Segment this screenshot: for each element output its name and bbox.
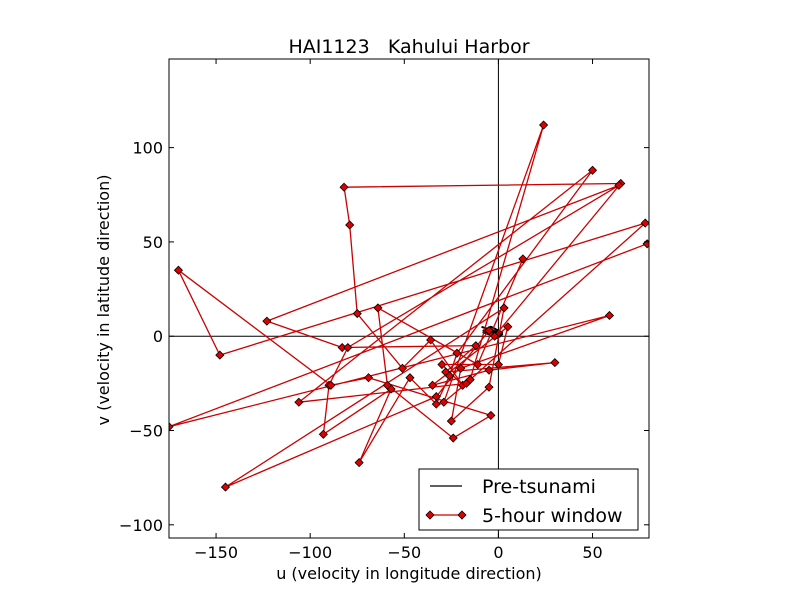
- data-point-5-hour-window: [550, 358, 560, 368]
- legend-marker-5-hour-window: [457, 510, 467, 520]
- data-point-5-hour-window: [326, 380, 336, 390]
- y-tick-label: −50: [129, 422, 163, 441]
- data-point-5-hour-window: [437, 359, 447, 370]
- data-point-5-hour-window: [345, 220, 355, 230]
- data-point-5-hour-window: [490, 331, 500, 341]
- data-point-5-hour-window: [493, 359, 503, 370]
- y-tick-label: −100: [119, 516, 163, 535]
- data-point-5-hour-window: [354, 458, 364, 468]
- data-point-5-hour-window: [518, 254, 528, 264]
- data-point-5-hour-window: [446, 416, 456, 426]
- x-tick-label: 0: [493, 543, 503, 562]
- data-point-5-hour-window: [484, 382, 494, 392]
- x-axis-label: u (velocity in longitude direction): [276, 564, 542, 583]
- data-point-5-hour-window: [503, 322, 513, 332]
- data-layer: [169, 59, 649, 538]
- data-point-5-hour-window: [294, 397, 304, 407]
- x-tick-label: −100: [288, 543, 332, 562]
- data-point-5-hour-window: [614, 180, 624, 190]
- data-point-5-hour-window: [343, 342, 353, 353]
- y-tick-label: 0: [153, 327, 163, 346]
- plot-background: [169, 59, 649, 538]
- data-point-5-hour-window: [471, 341, 481, 351]
- data-point-5-hour-window: [499, 303, 509, 313]
- data-point-5-hour-window: [169, 422, 174, 432]
- data-point-5-hour-window: [452, 348, 462, 358]
- y-tick-label: 50: [143, 233, 163, 252]
- data-point-5-hour-window: [539, 120, 549, 130]
- data-point-5-hour-window: [352, 309, 362, 319]
- chart-title: HAI1123 Kahului Harbor: [288, 36, 529, 58]
- data-point-5-hour-window: [465, 375, 475, 385]
- y-tick-label: 100: [132, 139, 163, 158]
- data-point-5-hour-window: [448, 433, 458, 443]
- data-point-5-hour-window: [456, 363, 466, 373]
- x-tick-label: −150: [194, 543, 238, 562]
- legend-marker-5-hour-window: [425, 510, 435, 520]
- data-point-5-hour-window: [220, 482, 231, 492]
- x-tick-label: 50: [582, 543, 602, 562]
- legend: Pre-tsunami 5-hour window: [418, 468, 639, 531]
- data-point-5-hour-window: [397, 363, 407, 373]
- data-point-5-hour-window: [173, 265, 183, 275]
- data-point-5-hour-window: [473, 359, 483, 370]
- legend-box: [418, 468, 639, 531]
- data-point-5-hour-window: [484, 325, 494, 336]
- plot-frame: [168, 58, 650, 539]
- data-point-5-hour-window: [426, 335, 436, 345]
- data-point-5-hour-window: [373, 303, 383, 313]
- data-point-5-hour-window: [484, 365, 494, 375]
- y-axis-label: v (velocity in latitude direction): [94, 175, 113, 426]
- data-point-5-hour-window: [444, 371, 455, 381]
- data-point-5-hour-window: [215, 350, 225, 360]
- legend-label-pre-tsunami: Pre-tsunami: [482, 476, 596, 498]
- data-point-5-hour-window: [427, 380, 438, 390]
- data-point-5-hour-window: [262, 316, 272, 326]
- data-point-5-hour-window: [431, 399, 441, 409]
- data-point-5-hour-window: [640, 218, 649, 228]
- data-point-5-hour-window: [363, 373, 374, 383]
- legend-label-5-hour-window: 5-hour window: [482, 505, 623, 527]
- data-point-5-hour-window: [339, 182, 349, 192]
- data-point-5-hour-window: [439, 397, 449, 407]
- x-tick-label: −50: [387, 543, 421, 562]
- y-axis-ticks: −100 −50 0 50 100: [119, 139, 649, 535]
- x-axis-ticks: −150 −100 −50 0 50: [194, 59, 603, 562]
- data-point-5-hour-window: [405, 373, 415, 383]
- plot-area: [168, 58, 650, 539]
- data-point-5-hour-window: [587, 165, 598, 175]
- data-point-5-hour-window: [318, 429, 328, 439]
- data-point-5-hour-window: [486, 410, 496, 420]
- data-point-5-hour-window: [604, 310, 615, 321]
- data-point-5-hour-window: [382, 380, 392, 390]
